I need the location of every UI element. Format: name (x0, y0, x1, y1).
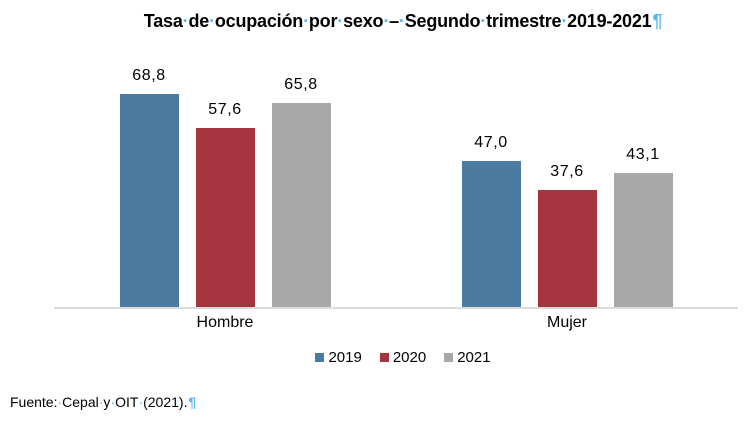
space-formatting-mark: · (383, 11, 390, 31)
bar-2020-hombre (195, 128, 255, 307)
x-axis-line (54, 307, 738, 309)
space-formatting-mark: · (480, 11, 487, 31)
space-formatting-mark: · (57, 394, 63, 410)
bar-2019-mujer (461, 161, 521, 307)
source-text: Fuente:·Cepal·y·OIT·(2021). (10, 394, 188, 410)
chart-title-text: Tasa·de·ocupación·por·sexo·–·Segundo·tri… (143, 11, 652, 31)
bar-col-2019-mujer: 47,0 (461, 134, 521, 309)
bar-value-label-2019-hombre: 68,8 (132, 67, 166, 84)
legend-item-2019: 2019 (315, 349, 362, 366)
legend-label-2020: 2020 (392, 349, 427, 366)
bar-group-mujer: 47,0 37,6 43,1 (396, 59, 738, 309)
chart-title[interactable]: Tasa·de·ocupación·por·sexo·–·Segundo·tri… (56, 8, 750, 34)
legend-swatch-2021 (444, 353, 454, 362)
legend-label-2019: 2019 (328, 349, 362, 366)
bar-value-label-2019-mujer: 47,0 (474, 134, 508, 151)
space-formatting-mark: · (138, 394, 144, 410)
category-label-hombre: Hombre (196, 314, 254, 331)
category-label-mujer: Mujer (546, 314, 587, 331)
space-formatting-mark: · (561, 11, 568, 31)
space-formatting-mark: · (209, 11, 215, 31)
legend-swatch-2020 (379, 353, 389, 362)
bar-value-label-2020-hombre: 57,6 (208, 101, 242, 118)
bar-2020-mujer (537, 190, 597, 307)
bar-2019-hombre (119, 94, 179, 307)
bar-chart[interactable]: 68,8 57,6 65,8 47,0 37,6 43,1 (54, 59, 738, 309)
pilcrow-mark: ¶ (652, 11, 663, 31)
space-formatting-mark: · (303, 11, 309, 31)
pilcrow-mark: ¶ (188, 394, 197, 410)
space-formatting-mark: · (98, 394, 104, 410)
legend-swatch-2019 (315, 353, 325, 362)
bar-col-2020-mujer: 37,6 (537, 163, 597, 309)
legend-item-2020: 2020 (379, 349, 427, 366)
bar-chart-plot: 68,8 57,6 65,8 47,0 37,6 43,1 (54, 59, 738, 309)
bar-col-2021-mujer: 43,1 (613, 146, 673, 309)
source-note[interactable]: Fuente:·Cepal·y·OIT·(2021).¶ (10, 394, 196, 410)
category-axis-labels: Hombre Mujer (54, 314, 738, 332)
legend-label-2021: 2021 (457, 349, 491, 366)
space-formatting-mark: · (337, 11, 344, 31)
bar-value-label-2020-mujer: 37,6 (550, 163, 584, 180)
bar-value-label-2021-mujer: 43,1 (626, 146, 660, 163)
bar-col-2019-hombre: 68,8 (119, 67, 179, 309)
space-formatting-mark: · (398, 11, 405, 31)
space-formatting-mark: · (110, 394, 116, 410)
bar-2021-hombre (271, 103, 331, 307)
space-formatting-mark: · (182, 11, 189, 31)
bar-col-2021-hombre: 65,8 (271, 76, 331, 309)
legend-item-2021: 2021 (444, 349, 491, 366)
bar-col-2020-hombre: 57,6 (195, 101, 255, 309)
bar-2021-mujer (613, 173, 673, 307)
legend: 2019 2020 2021 (56, 349, 750, 366)
bar-value-label-2021-hombre: 65,8 (284, 76, 318, 93)
bar-group-hombre: 68,8 57,6 65,8 (54, 59, 396, 309)
